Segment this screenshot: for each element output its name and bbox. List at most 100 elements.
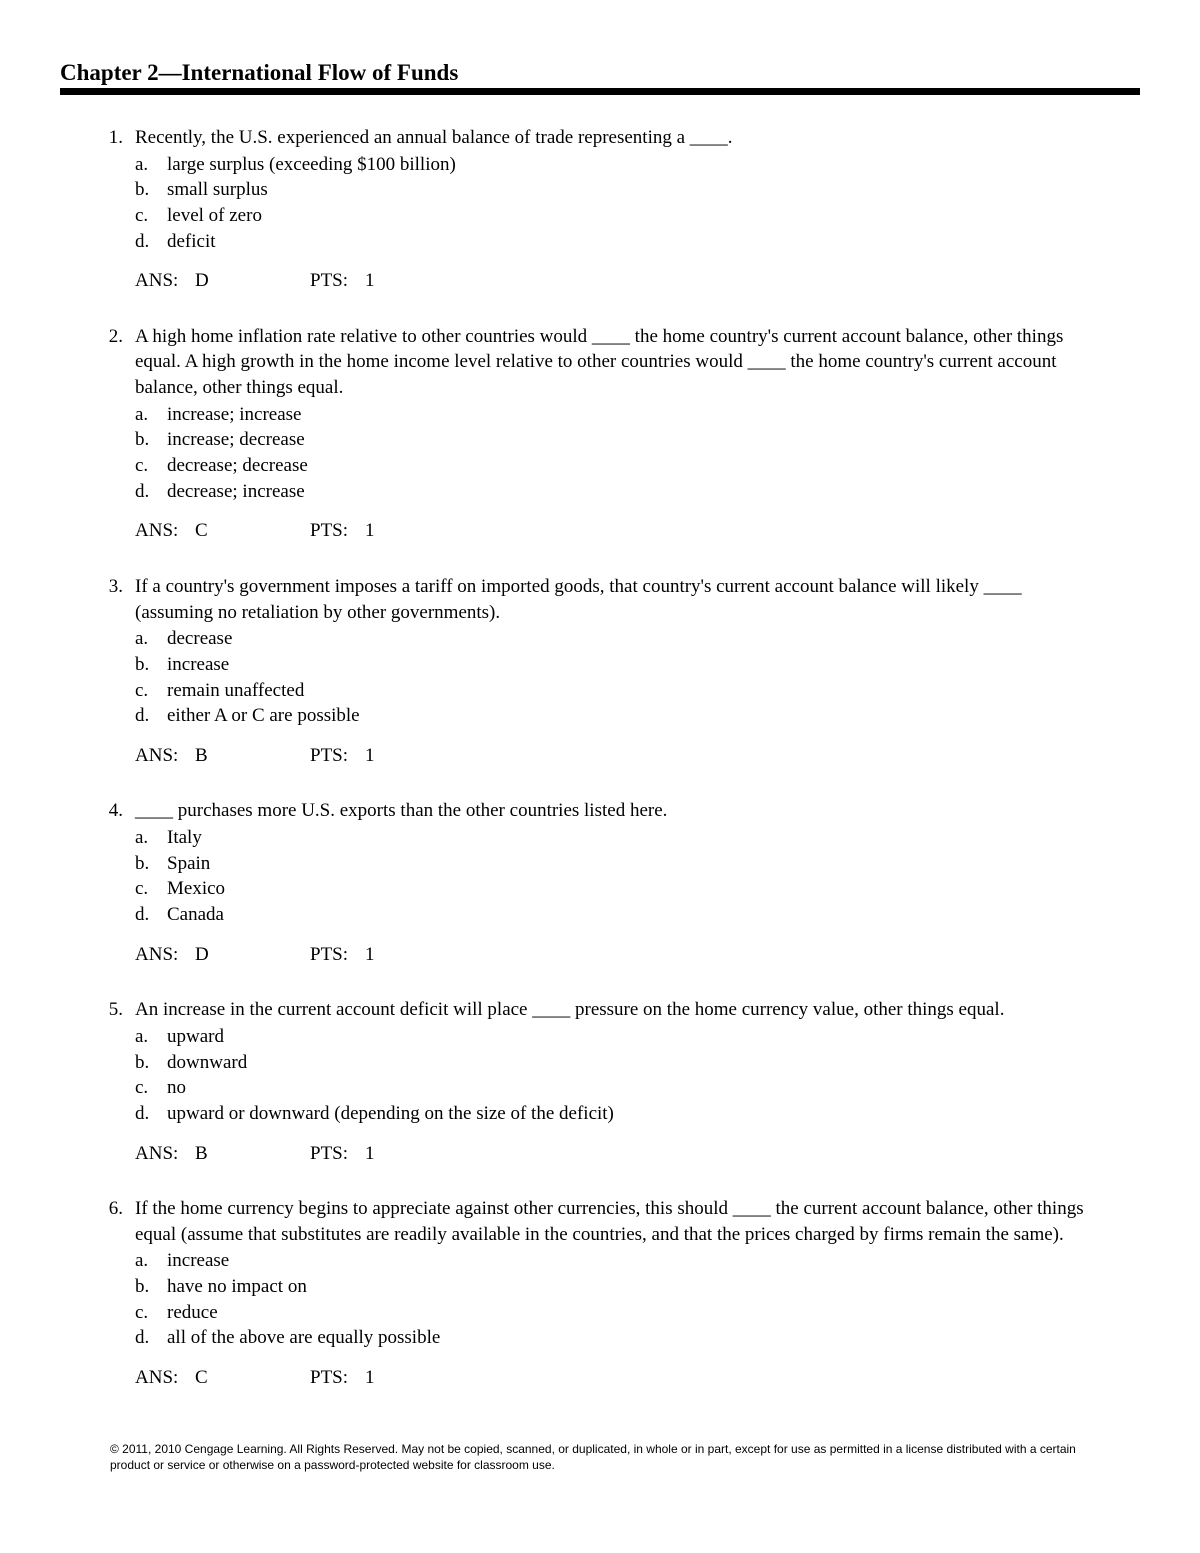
question: 4.____ purchases more U.S. exports than … (100, 798, 1100, 967)
option-text: increase (167, 652, 1100, 678)
option-row: d.Canada (135, 902, 1100, 928)
answer-value: D (195, 268, 310, 294)
option-row: b.have no impact on (135, 1274, 1100, 1300)
option-text: increase (167, 1248, 1100, 1274)
option-letter: d. (135, 902, 167, 928)
option-row: a.large surplus (exceeding $100 billion) (135, 152, 1100, 178)
answer-value: B (195, 1141, 310, 1167)
answer-row: ANS:DPTS:1 (135, 268, 1100, 294)
option-row: c.no (135, 1075, 1100, 1101)
options-list: a.increaseb.have no impact onc.reduced.a… (135, 1248, 1100, 1351)
question-text: If a country's government imposes a tari… (135, 574, 1100, 625)
points-label: PTS: (310, 743, 365, 769)
option-letter: d. (135, 479, 167, 505)
answer-row: ANS:CPTS:1 (135, 1365, 1100, 1391)
answer-label: ANS: (135, 743, 195, 769)
option-row: d.either A or C are possible (135, 703, 1100, 729)
option-row: b.increase; decrease (135, 427, 1100, 453)
option-text: either A or C are possible (167, 703, 1100, 729)
answer-value: D (195, 942, 310, 968)
option-text: large surplus (exceeding $100 billion) (167, 152, 1100, 178)
question-number: 6. (100, 1196, 135, 1390)
answer-value: C (195, 518, 310, 544)
option-letter: c. (135, 876, 167, 902)
option-row: c.remain unaffected (135, 678, 1100, 704)
option-row: d.deficit (135, 229, 1100, 255)
points-label: PTS: (310, 518, 365, 544)
option-letter: a. (135, 825, 167, 851)
option-text: increase; increase (167, 402, 1100, 428)
option-text: upward (167, 1024, 1100, 1050)
option-letter: c. (135, 678, 167, 704)
title-underline (60, 88, 1140, 95)
answer-row: ANS:DPTS:1 (135, 942, 1100, 968)
option-text: decrease; decrease (167, 453, 1100, 479)
option-text: level of zero (167, 203, 1100, 229)
option-letter: b. (135, 427, 167, 453)
options-list: a.upwardb.downwardc.nod.upward or downwa… (135, 1024, 1100, 1127)
option-letter: c. (135, 1075, 167, 1101)
points-value: 1 (365, 743, 375, 769)
option-row: b.downward (135, 1050, 1100, 1076)
answer-row: ANS:BPTS:1 (135, 1141, 1100, 1167)
option-row: c.Mexico (135, 876, 1100, 902)
option-letter: a. (135, 1248, 167, 1274)
option-row: b.increase (135, 652, 1100, 678)
chapter-title: Chapter 2—International Flow of Funds (60, 60, 1140, 88)
option-letter: d. (135, 703, 167, 729)
question-text: Recently, the U.S. experienced an annual… (135, 125, 1100, 151)
question-number: 2. (100, 324, 135, 544)
option-row: a.decrease (135, 626, 1100, 652)
option-letter: b. (135, 652, 167, 678)
points-value: 1 (365, 1141, 375, 1167)
question-text: ____ purchases more U.S. exports than th… (135, 798, 1100, 824)
option-text: have no impact on (167, 1274, 1100, 1300)
points-label: PTS: (310, 1365, 365, 1391)
question: 5.An increase in the current account def… (100, 997, 1100, 1166)
option-row: d.decrease; increase (135, 479, 1100, 505)
option-text: remain unaffected (167, 678, 1100, 704)
question-number: 3. (100, 574, 135, 768)
option-row: d.all of the above are equally possible (135, 1325, 1100, 1351)
option-letter: d. (135, 229, 167, 255)
question-text: A high home inflation rate relative to o… (135, 324, 1100, 401)
option-row: a.increase (135, 1248, 1100, 1274)
question: 3.If a country's government imposes a ta… (100, 574, 1100, 768)
option-letter: b. (135, 177, 167, 203)
points-label: PTS: (310, 1141, 365, 1167)
option-text: deficit (167, 229, 1100, 255)
answer-value: B (195, 743, 310, 769)
question: 6.If the home currency begins to appreci… (100, 1196, 1100, 1390)
question-number: 1. (100, 125, 135, 294)
option-letter: c. (135, 203, 167, 229)
points-value: 1 (365, 942, 375, 968)
option-letter: c. (135, 453, 167, 479)
answer-label: ANS: (135, 1141, 195, 1167)
option-row: a.increase; increase (135, 402, 1100, 428)
option-text: no (167, 1075, 1100, 1101)
option-text: decrease; increase (167, 479, 1100, 505)
option-text: all of the above are equally possible (167, 1325, 1100, 1351)
option-letter: b. (135, 1274, 167, 1300)
option-row: a.Italy (135, 825, 1100, 851)
points-value: 1 (365, 268, 375, 294)
option-text: increase; decrease (167, 427, 1100, 453)
option-text: decrease (167, 626, 1100, 652)
option-text: Spain (167, 851, 1100, 877)
option-letter: b. (135, 1050, 167, 1076)
option-letter: a. (135, 626, 167, 652)
options-list: a.increase; increaseb.increase; decrease… (135, 402, 1100, 505)
option-text: Mexico (167, 876, 1100, 902)
points-label: PTS: (310, 942, 365, 968)
points-value: 1 (365, 518, 375, 544)
question-text: An increase in the current account defic… (135, 997, 1100, 1023)
option-row: b.Spain (135, 851, 1100, 877)
option-text: reduce (167, 1300, 1100, 1326)
question-number: 5. (100, 997, 135, 1166)
option-text: small surplus (167, 177, 1100, 203)
answer-label: ANS: (135, 518, 195, 544)
option-row: c.reduce (135, 1300, 1100, 1326)
option-letter: c. (135, 1300, 167, 1326)
copyright-footer: © 2011, 2010 Cengage Learning. All Right… (60, 1441, 1140, 1473)
option-letter: a. (135, 152, 167, 178)
